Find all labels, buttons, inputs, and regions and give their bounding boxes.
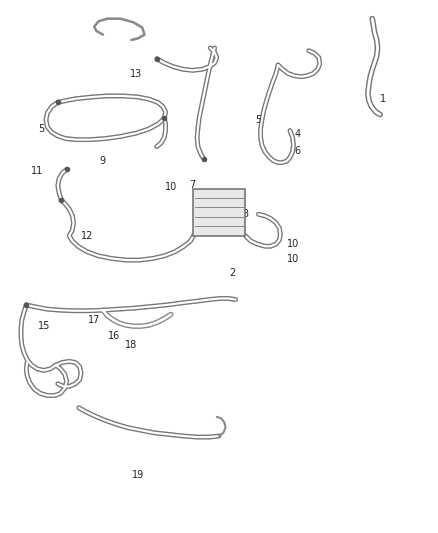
Text: 10: 10 <box>287 239 300 248</box>
Text: 1: 1 <box>380 94 386 103</box>
Text: 17: 17 <box>88 315 100 325</box>
Text: 11: 11 <box>31 166 43 175</box>
Text: 15: 15 <box>38 321 50 331</box>
Text: 10: 10 <box>165 182 177 191</box>
Text: 4: 4 <box>295 130 301 139</box>
Text: 5: 5 <box>39 124 45 134</box>
Text: 12: 12 <box>81 231 94 240</box>
Text: 3: 3 <box>242 209 248 219</box>
Text: 9: 9 <box>100 156 106 166</box>
Text: 2: 2 <box>229 268 235 278</box>
Text: 8: 8 <box>218 227 224 237</box>
Text: 13: 13 <box>130 69 142 78</box>
Text: 10: 10 <box>287 254 300 263</box>
Bar <box>193 189 245 236</box>
Text: 6: 6 <box>295 147 301 156</box>
Text: 16: 16 <box>108 331 120 341</box>
Text: 19: 19 <box>132 471 144 480</box>
Text: 7: 7 <box>189 181 195 190</box>
Text: 5: 5 <box>255 115 261 125</box>
Text: 18: 18 <box>125 341 138 350</box>
